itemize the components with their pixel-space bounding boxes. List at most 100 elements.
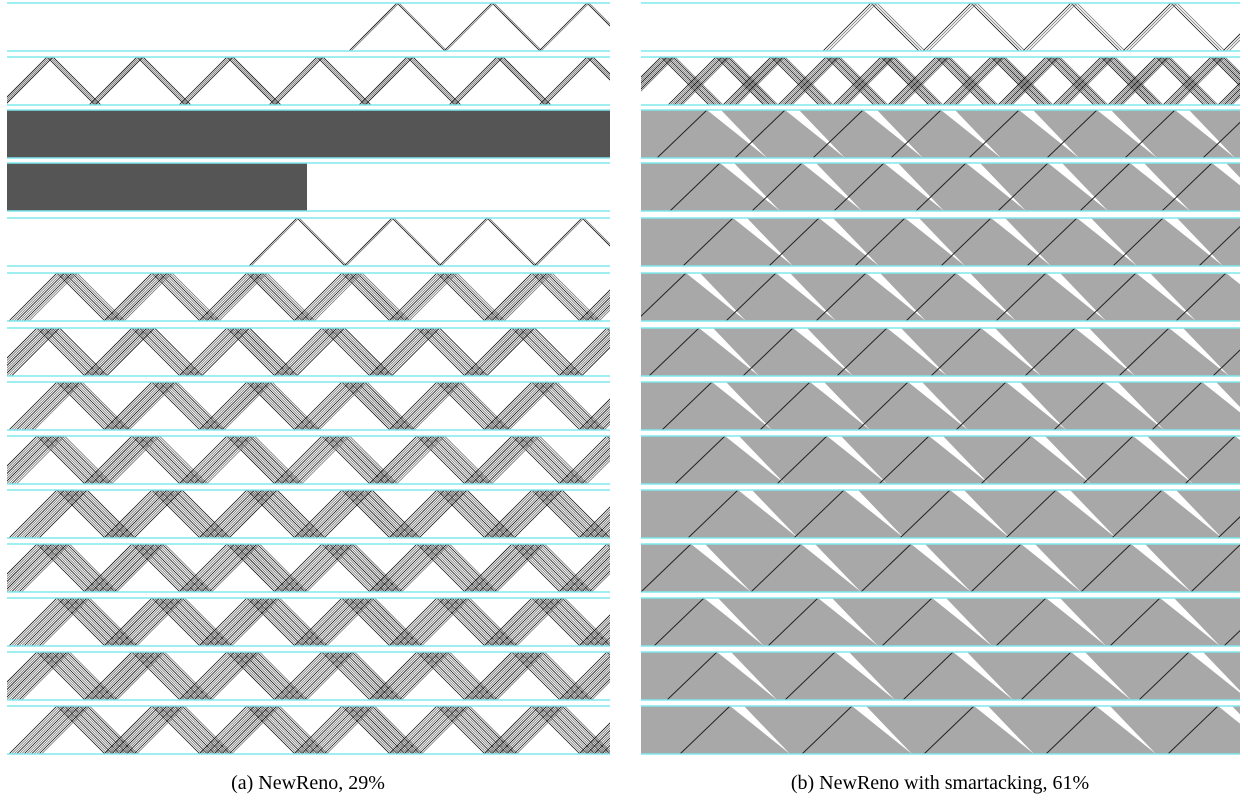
ack-line [641,544,692,592]
trace [393,652,491,700]
trace [16,436,113,484]
trace [13,544,111,592]
trace [463,328,561,376]
trace [301,382,398,430]
trace [498,706,596,754]
trace [13,490,111,538]
ack-line [776,436,828,484]
trace-strip [641,544,1248,592]
trace [206,544,303,592]
trace [31,382,128,430]
trace [1166,57,1240,105]
trace [401,706,498,754]
trace [182,57,280,105]
trace [511,706,608,754]
trace [360,57,458,105]
trace [583,294,610,321]
trace [471,544,568,592]
trace [196,328,293,376]
trace [1109,57,1207,105]
trace [7,57,96,105]
trace [1107,57,1205,105]
trace [488,544,586,592]
trace [371,652,468,700]
gap [738,490,798,538]
trace [31,490,128,538]
trace [313,382,411,430]
trace [128,598,226,646]
ack-line [682,218,734,266]
trace [7,544,86,592]
trace [111,382,208,430]
trace [450,57,548,105]
trace [496,382,593,430]
ack-line [1111,490,1163,538]
trace [501,598,598,646]
trace [21,652,118,700]
trace-strip [641,163,1240,211]
trace [591,572,610,592]
trace [378,328,476,376]
trace [198,598,296,646]
trace [288,436,386,484]
trace [471,328,568,376]
trace [398,544,496,592]
trace [211,706,308,754]
trace [298,652,396,700]
ack-line [679,706,731,754]
trace [88,544,186,592]
gap [1241,544,1248,592]
ack-line [750,544,802,592]
trace [1117,57,1215,105]
trace [486,544,583,592]
trace [28,598,126,646]
trace [8,598,106,646]
trace [897,57,995,105]
trace [391,544,488,592]
trace-strip [7,544,610,592]
trace [106,544,203,592]
trace [303,598,401,646]
gap [1031,436,1091,484]
trace [558,328,610,376]
trace [566,439,610,484]
ack-line [899,490,951,538]
trace [578,344,610,376]
trace-strip [248,218,610,266]
trace [311,598,408,646]
trace-strip [8,273,610,321]
gap [1019,110,1079,158]
trace [201,273,298,321]
trace [493,544,591,592]
trace [486,652,583,700]
trace [7,544,96,592]
trace [226,598,323,646]
trace [23,382,121,430]
trace [501,273,598,321]
ack-line [1024,328,1076,376]
trace [576,557,610,592]
trace [734,57,832,105]
trace [11,273,108,321]
trace [23,598,121,646]
trace [188,544,286,592]
trace [1125,3,1223,51]
trace [178,436,276,484]
trace [26,382,123,430]
trace [301,436,398,484]
trace [503,490,601,538]
trace [396,273,493,321]
gap [730,706,790,754]
gap [704,598,764,646]
trace [276,652,373,700]
trace [98,436,196,484]
trace [116,544,213,592]
trace [198,382,296,430]
trace [98,544,196,592]
gap [974,706,1034,754]
trace [123,490,221,538]
trace [326,598,423,646]
trace [118,598,216,646]
trace [948,57,1046,105]
